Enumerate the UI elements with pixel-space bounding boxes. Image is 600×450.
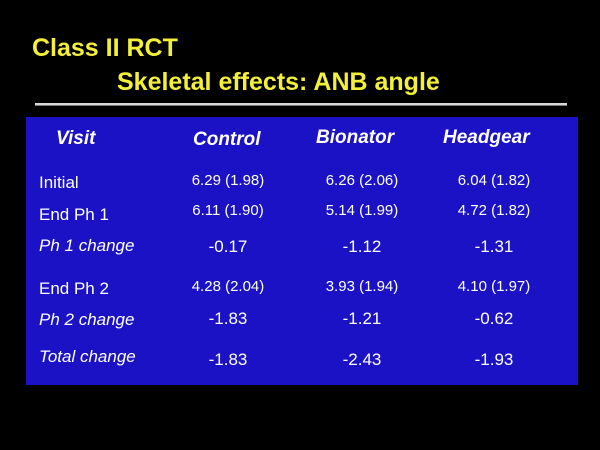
cell-total-change-control: -1.83 xyxy=(208,350,248,369)
row-label-ph2-change: Ph 2 change xyxy=(39,310,135,329)
cell-ph2-change-headgear: -0.62 xyxy=(474,309,514,328)
cell-ph2-change-control: -1.83 xyxy=(208,309,248,328)
cell-end-ph2-headgear: 4.10 (1.97) xyxy=(457,278,531,295)
cell-end-ph2-control: 4.28 (2.04) xyxy=(191,278,265,295)
row-label-total-change: Total change xyxy=(39,347,136,366)
cell-ph1-change-bionator: -1.12 xyxy=(342,237,382,256)
title-divider xyxy=(35,103,567,105)
slide-title-line2: Skeletal effects: ANB angle xyxy=(117,68,440,96)
cell-initial-bionator: 6.26 (2.06) xyxy=(325,172,399,189)
cell-end-ph1-control: 6.11 (1.90) xyxy=(192,202,264,219)
column-header-control: Control xyxy=(193,129,261,150)
row-label-ph1-change: Ph 1 change xyxy=(39,236,135,255)
cell-total-change-bionator: -2.43 xyxy=(342,350,382,369)
cell-end-ph1-bionator: 5.14 (1.99) xyxy=(325,202,399,219)
row-label-end-ph1: End Ph 1 xyxy=(39,205,109,224)
cell-ph1-change-headgear: -1.31 xyxy=(474,237,514,256)
cell-initial-headgear: 6.04 (1.82) xyxy=(457,172,531,189)
column-header-bionator: Bionator xyxy=(316,127,395,148)
row-label-initial: Initial xyxy=(39,173,79,192)
cell-ph1-change-control: -0.17 xyxy=(208,237,248,256)
cell-end-ph2-bionator: 3.93 (1.94) xyxy=(325,278,399,295)
cell-initial-control: 6.29 (1.98) xyxy=(191,172,265,189)
column-header-headgear: Headgear xyxy=(443,127,530,148)
results-table: Visit Control Bionator Headgear Initial … xyxy=(26,117,578,385)
cell-end-ph1-headgear: 4.72 (1.82) xyxy=(457,202,531,219)
column-header-visit: Visit xyxy=(56,128,96,149)
row-label-end-ph2: End Ph 2 xyxy=(39,279,109,298)
cell-ph2-change-bionator: -1.21 xyxy=(342,309,382,328)
cell-total-change-headgear: -1.93 xyxy=(474,350,514,369)
slide-title-line1: Class II RCT xyxy=(32,34,178,62)
